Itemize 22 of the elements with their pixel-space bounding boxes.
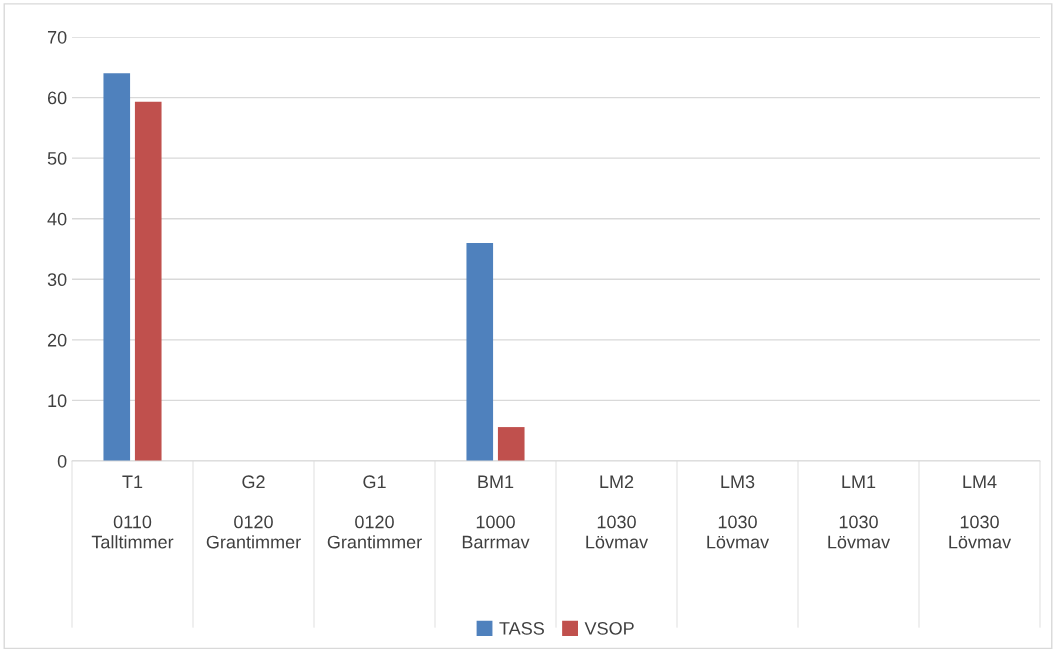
y-tick-label: 20 (47, 333, 67, 347)
category-label: LM2 1030 Lövmav (586, 475, 649, 549)
category-label: BM1 1000 Barrmav (462, 475, 530, 549)
category-label: LM3 1030 Lövmav (707, 475, 770, 549)
bar (134, 101, 162, 461)
category-label: LM4 1030 Lövmav (949, 475, 1012, 549)
category-label: T1 0110 Talltimmer (91, 475, 174, 549)
y-tick-label: 50 (47, 152, 67, 165)
y-tick-label: 0 (57, 454, 67, 468)
bar (103, 73, 131, 461)
y-tick-label: 70 (47, 30, 67, 44)
category-label: G2 0120 Grantimmer (206, 475, 301, 549)
bar (497, 427, 525, 461)
bar (466, 242, 494, 461)
legend-label: TASS (499, 621, 544, 635)
y-tick-label: 60 (47, 91, 67, 105)
y-tick-label: 30 (47, 273, 67, 287)
category-label: LM1 1030 Lövmav (828, 475, 891, 549)
y-tick-label: 40 (47, 212, 67, 226)
y-tick-label: 10 (48, 394, 67, 408)
category-label: G1 0120 Grantimmer (327, 475, 422, 549)
legend-label: VSOP (584, 621, 634, 635)
